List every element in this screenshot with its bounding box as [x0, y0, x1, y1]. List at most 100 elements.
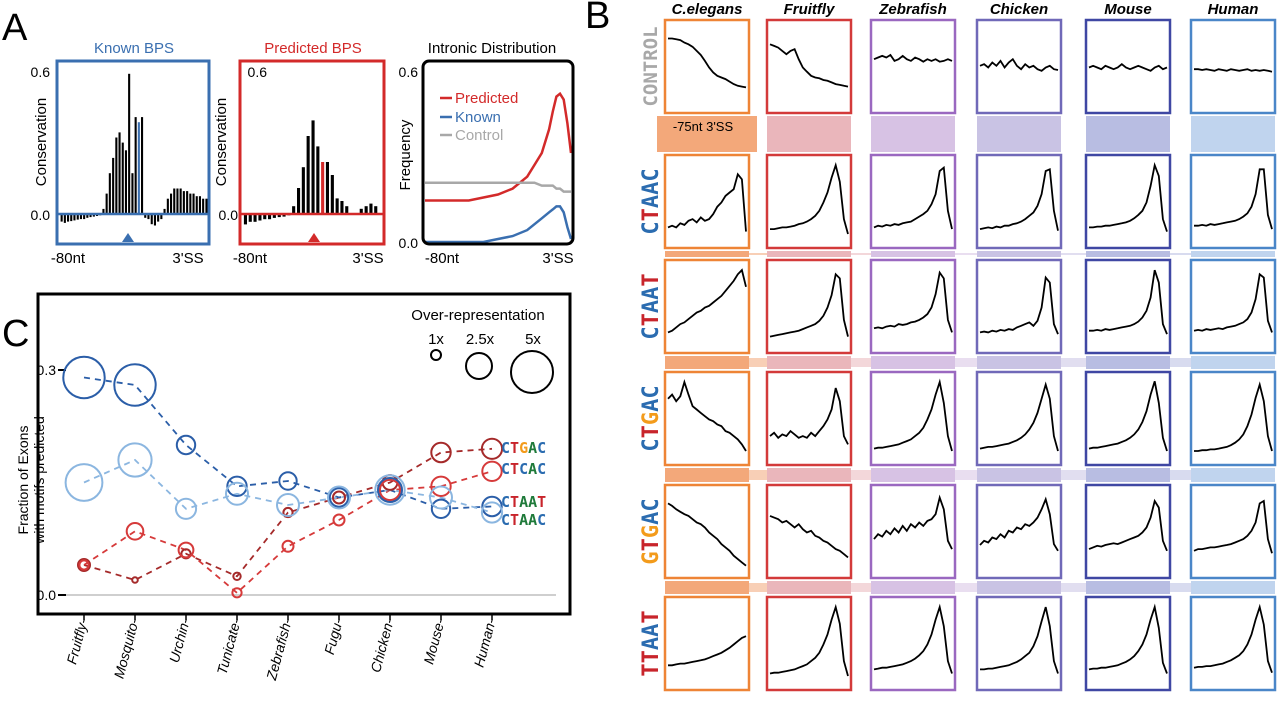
predicted-bps-xtick-left: -80nt — [233, 250, 268, 267]
intronic-line-predicted — [425, 91, 573, 202]
band-r4-c4 — [1086, 581, 1170, 594]
band-r1-c1 — [767, 251, 851, 257]
c-point-ctaat-6 — [377, 477, 403, 503]
profile-box-gtgac-3 — [975, 483, 1063, 580]
profile-box-ctaac-0 — [663, 153, 751, 250]
known-bps-bar-43 — [198, 196, 201, 215]
c-point-ctcac-6 — [378, 478, 402, 502]
c-series-line-ctaac — [83, 458, 493, 514]
c-point-ctaac-2 — [174, 497, 198, 520]
known-bps-bar-41 — [192, 193, 195, 214]
profile-box-gtgac-4 — [1084, 483, 1172, 580]
intronic-distribution-title: Intronic Distribution — [428, 40, 556, 57]
exon-fraction-plot: 0.3 0.0 Fraction of Exons with motifs predi… — [15, 355, 556, 683]
profile-box-ttaat-0 — [663, 595, 751, 692]
predicted-bps-bar-24 — [359, 208, 363, 214]
legend-circle-1x — [430, 349, 442, 361]
band-r1-c5 — [1191, 251, 1275, 257]
c-point-ctgac-2 — [180, 548, 192, 560]
known-bps-ytick-zero: 0.0 — [31, 207, 51, 223]
profile-box-ttaat-2 — [869, 595, 957, 692]
known-bps-bar-34 — [170, 193, 173, 214]
c-series-label-ctcac: CTCAC — [501, 460, 546, 478]
c-point-ctcac-7 — [430, 475, 452, 497]
band-gap-r3-c3 — [1061, 470, 1086, 480]
band-r2-c1 — [767, 356, 851, 369]
c-xtick-label-3: Tunicate- — [214, 616, 244, 676]
known-bps-bar-0 — [60, 214, 63, 222]
predicted-bps-bar-0 — [243, 214, 247, 225]
profile-box-control-0 — [663, 18, 751, 115]
known-bps-bar-24 — [137, 122, 140, 214]
c-xtick-label-6: Chicken- — [367, 616, 397, 674]
profile-box-ctaac-1 — [765, 153, 853, 250]
band-r0-c1 — [767, 116, 851, 152]
band-gap-r4-c0 — [749, 583, 767, 592]
profile-line-ctgac-3 — [979, 381, 1059, 452]
c-point-ctaat-2 — [175, 434, 197, 456]
profile-line-ttaat-0 — [668, 635, 747, 667]
legend-known-label: Known — [455, 109, 501, 126]
known-bps-bar-37 — [179, 188, 182, 214]
known-bps-bar-28 — [150, 214, 153, 225]
predicted-bps-bar-10 — [292, 206, 296, 214]
known-bps-bar-32 — [163, 208, 166, 214]
predicted-bps-bar-7 — [277, 214, 281, 218]
band-r2-c5 — [1191, 356, 1275, 369]
profile-line-gtgac-0 — [667, 502, 747, 567]
profile-box-gtgac-5 — [1189, 483, 1277, 580]
band-r4-c2 — [871, 581, 955, 594]
profile-line-ctaac-2 — [873, 165, 953, 230]
intronic-line-control — [425, 181, 571, 193]
band-r3-c4 — [1086, 468, 1170, 482]
row-label-control: CONTROL — [640, 26, 662, 106]
predicted-bps-bar-16 — [321, 162, 325, 214]
profile-box-ctaat-4 — [1084, 258, 1172, 355]
profile-line-ctgac-4 — [1088, 381, 1168, 452]
band-gap-r3-c1 — [851, 470, 871, 480]
band-gap-r4-c4 — [1170, 583, 1191, 592]
profile-line-ctaat-2 — [873, 270, 953, 333]
intronic-ytick-top: 0.6 — [399, 64, 419, 80]
known-bps-ytick-top: 0.6 — [31, 64, 51, 80]
profile-line-ctaat-3 — [979, 275, 1059, 335]
profile-box-ttaat-1 — [765, 595, 853, 692]
band-r2-c0 — [665, 356, 749, 369]
known-bps-bar-3 — [70, 214, 73, 222]
band-gap-r3-c4 — [1170, 470, 1191, 480]
profile-line-ctgac-0 — [667, 379, 747, 452]
known-bps-bar-19 — [121, 142, 124, 214]
known-bps-frame — [55, 59, 211, 246]
c-point-ctgac-8 — [480, 437, 504, 460]
c-point-ctaat-5 — [328, 487, 350, 508]
band-r2-c2 — [871, 356, 955, 369]
c-point-ctaac-4 — [276, 493, 300, 517]
c-point-ctaat-4 — [278, 471, 298, 491]
c-point-ctaac-0 — [64, 463, 104, 502]
band-r0-c3 — [977, 116, 1061, 152]
known-bps-ylabel: Conservation — [33, 98, 50, 186]
band-r3-c5 — [1191, 468, 1275, 482]
intronic-ylabel: Frequency — [397, 119, 414, 190]
c-xtick-label-4: Zebrafish- — [263, 616, 295, 682]
band-gap-r1-c3 — [1061, 253, 1086, 255]
known-bps-bar-27 — [147, 214, 150, 220]
c-point-ctgac-5 — [332, 490, 346, 505]
band-r4-c0 — [665, 581, 749, 594]
predicted-bps-bar-1 — [248, 214, 252, 222]
known-bps-bar-6 — [79, 214, 82, 220]
profile-line-ctgac-1 — [769, 387, 849, 445]
predicted-bps-bar-2 — [253, 214, 257, 222]
profile-line-gtgac-2 — [873, 494, 953, 550]
c-point-ctcac-2 — [177, 541, 195, 559]
known-bps-bar-22 — [131, 173, 134, 214]
species-header-1: Fruitfly — [784, 1, 835, 18]
legend-size-2.5x: 2.5x — [466, 331, 495, 348]
c-ylabel-line1: Fraction of Exons — [15, 426, 31, 535]
c-xtick-label-7: Mouse- — [420, 616, 448, 666]
band-gap-r2-c3 — [1061, 358, 1086, 367]
c-series-label-ctgac: CTGAC — [501, 439, 546, 457]
c-point-ctgac-1 — [131, 576, 139, 584]
predicted-bps-bar-12 — [301, 167, 305, 214]
species-header-4: Mouse — [1104, 1, 1152, 18]
